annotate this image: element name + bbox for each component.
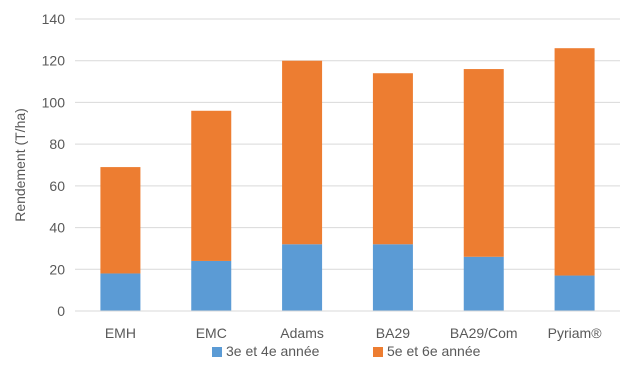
legend-label: 5e et 6e année [387, 343, 481, 359]
bar-segment-series-1 [282, 244, 323, 311]
bar-segment-series-2 [554, 48, 595, 276]
axes: 0 20 40 60 80 100 120 140 EMH EMC Adams BA29 BA29/Co… [12, 11, 620, 341]
y-tick-label: 40 [49, 220, 65, 236]
y-tick-label: 140 [42, 11, 66, 27]
y-tick-label: 20 [49, 261, 65, 277]
bar-segment-series-1 [463, 256, 504, 311]
legend-label: 3e et 4e année [226, 343, 320, 359]
y-tick-label: 60 [49, 178, 65, 194]
legend: 3e et 4e année 5e et 6e année [212, 343, 481, 359]
y-tick-label: 0 [57, 303, 65, 319]
y-tick-label: 100 [42, 94, 66, 110]
x-tick-label: EMH [105, 325, 136, 341]
x-tick-label: Pyriam® [548, 325, 603, 341]
y-tick-label: 120 [42, 53, 66, 69]
bar-segment-series-2 [191, 110, 232, 261]
legend-swatch [212, 347, 222, 357]
x-tick-label: BA29 [376, 325, 410, 341]
bar-segment-series-2 [282, 60, 323, 245]
bar-segment-series-1 [554, 275, 595, 311]
y-tick-label: 80 [49, 136, 65, 152]
bar-segment-series-1 [100, 273, 141, 311]
bar-segment-series-1 [191, 260, 232, 311]
bar-segment-series-2 [372, 73, 413, 245]
bars [100, 48, 595, 311]
bar-segment-series-2 [100, 167, 141, 274]
x-tick-label: BA29/Com [450, 325, 518, 341]
x-tick-label: Adams [280, 325, 324, 341]
y-axis-label: Rendement (T/ha) [12, 108, 28, 222]
gridlines [75, 18, 620, 270]
bar-segment-series-1 [372, 244, 413, 311]
x-tick-label: EMC [196, 325, 227, 341]
legend-swatch [373, 347, 383, 357]
bar-segment-series-2 [463, 69, 504, 257]
